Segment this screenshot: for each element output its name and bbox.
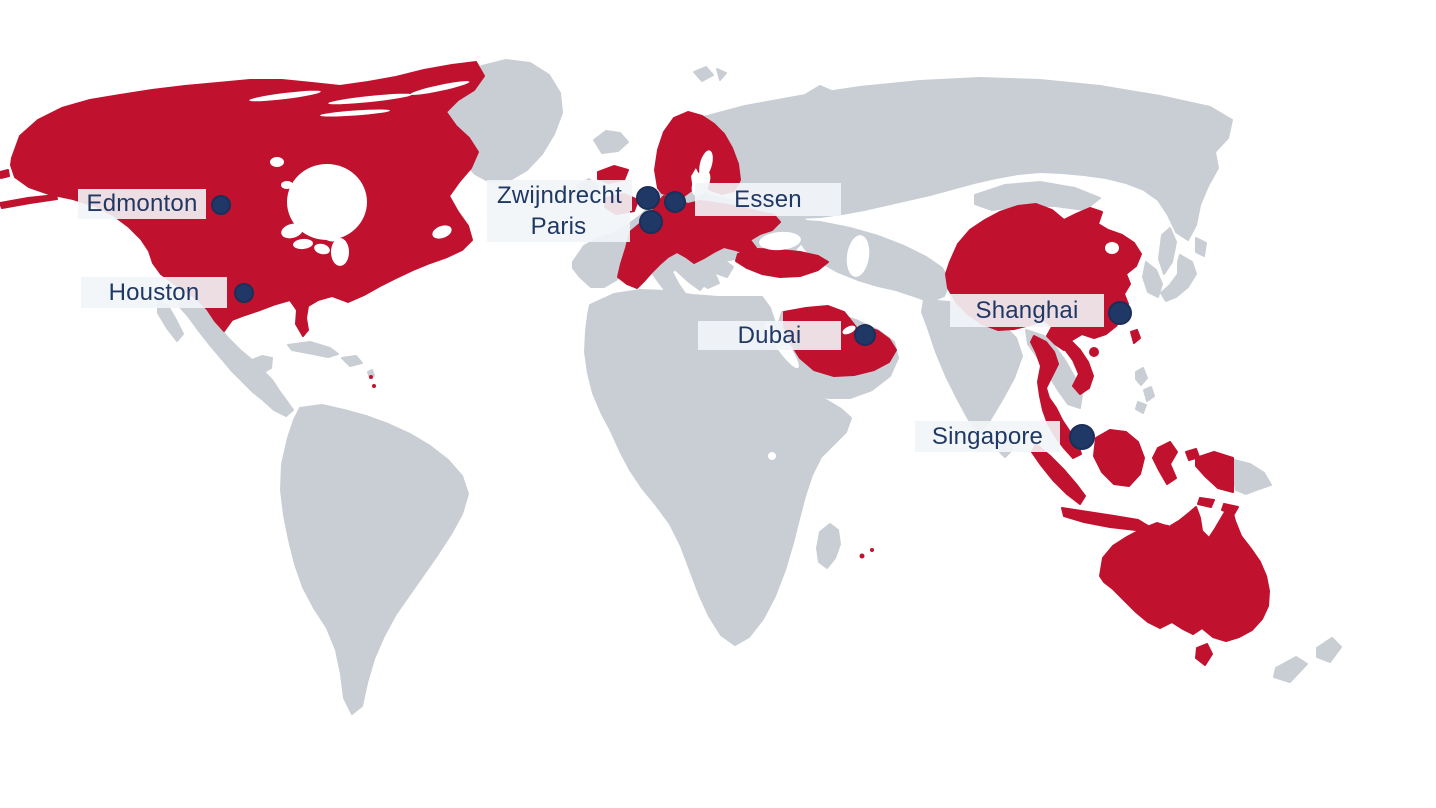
arctic-channel-3 (410, 81, 470, 95)
great-bear-lake (270, 157, 284, 167)
black-sea (759, 231, 801, 251)
city-marker-dubai (854, 324, 876, 346)
region-japan (1160, 237, 1207, 302)
city-marker-essen (664, 191, 686, 213)
caspian-sea (846, 235, 870, 277)
gulf-st-lawrence (432, 225, 452, 239)
region-sulawesi (1152, 441, 1178, 485)
region-tasmania (1195, 643, 1213, 666)
region-new-zealand (1273, 637, 1342, 683)
region-australia-highlight (1099, 505, 1270, 642)
city-label-zwijndrecht: Zwijndrecht (487, 180, 632, 211)
lake-victoria (768, 452, 776, 460)
hudson-bay (287, 164, 367, 240)
city-marker-houston (234, 283, 254, 303)
region-taiwan (1130, 329, 1141, 344)
persian-gulf (842, 325, 856, 335)
water-overlays (249, 81, 1119, 460)
region-baja (157, 299, 184, 342)
region-cuba (287, 341, 339, 358)
region-iceland (593, 130, 629, 154)
city-marker-zwijndrecht (636, 186, 660, 210)
region-hainan (1089, 347, 1099, 357)
region-scandinavia-highlight (654, 111, 741, 197)
lake-erie (314, 243, 330, 255)
lake-michigan (293, 238, 313, 250)
region-sakhalin (1158, 227, 1177, 275)
city-marker-paris (639, 210, 663, 234)
region-maluku-papua (1185, 448, 1239, 515)
region-aleutians (0, 169, 58, 209)
arctic-channel-4 (320, 109, 390, 117)
region-greece (707, 256, 734, 278)
great-slave-lake (281, 181, 293, 189)
city-label-houston: Houston (81, 277, 227, 308)
city-marker-singapore (1069, 424, 1095, 450)
city-label-dubai: Dubai (698, 321, 841, 350)
lake-huron (302, 219, 322, 233)
region-vietnam-highlight (1055, 333, 1094, 395)
region-mexico-central-america (178, 299, 294, 417)
city-label-edmonton: Edmonton (78, 189, 206, 219)
region-africa (584, 289, 852, 646)
city-marker-shanghai (1108, 301, 1132, 325)
city-label-singapore: Singapore (915, 421, 1060, 452)
region-north-america-highlight (10, 61, 485, 337)
city-marker-edmonton (211, 195, 231, 215)
james-bay (331, 238, 349, 266)
arctic-channel-1 (249, 90, 321, 102)
region-borneo (1093, 429, 1145, 487)
city-label-essen: Essen (695, 183, 841, 216)
lake-superior (281, 223, 303, 239)
region-korea (1142, 261, 1163, 298)
lake-ontario (321, 228, 339, 242)
region-sumatra (1031, 443, 1086, 505)
city-label-shanghai: Shanghai (950, 294, 1104, 327)
region-indian-ocean-speck (859, 553, 865, 559)
region-antilles-speck (369, 375, 373, 379)
region-svalbard (693, 66, 727, 82)
region-philippines (1135, 367, 1155, 414)
region-indian-ocean-speck-2 (870, 548, 874, 552)
region-south-america (280, 404, 469, 715)
region-thailand-malaysia-highlight (1030, 335, 1082, 459)
region-antilles-speck-2 (372, 384, 376, 388)
city-label-paris: Paris (487, 211, 630, 242)
bohai-sea (1105, 242, 1119, 254)
region-madagascar (816, 523, 841, 569)
arctic-channel-2 (328, 93, 412, 105)
